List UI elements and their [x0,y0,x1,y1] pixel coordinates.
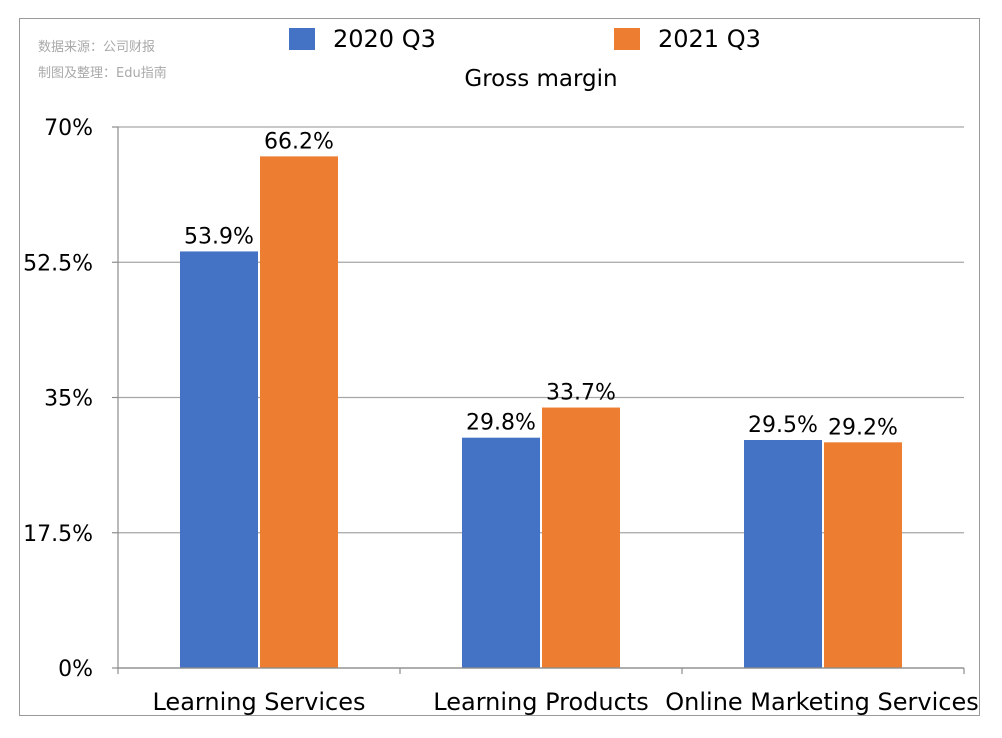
legend-label-2021: 2021 Q3 [658,25,761,53]
data-label: 29.2% [828,415,898,440]
y-tick-label: 17.5% [23,522,93,547]
credit-note: 制图及整理：Edu指南 [38,66,167,81]
legend-item-2021: 2021 Q3 [614,24,761,54]
x-tick-label: Learning Products [433,688,648,716]
bar-2021 [260,156,338,668]
y-tick-label: 52.5% [23,251,93,276]
chart-frame [19,18,980,716]
bar-2021 [542,407,620,668]
chart-title: Gross margin [464,66,618,92]
data-label: 29.8% [466,411,536,436]
y-tick-label: 70% [44,116,93,141]
bar-2020 [462,437,540,668]
legend-swatch-2020 [289,28,315,50]
bar-2020 [180,251,258,668]
data-label: 33.7% [546,381,616,406]
bar-2021 [824,442,902,668]
source-note: 数据来源：公司财报 [38,40,156,55]
bar-2020 [744,440,822,668]
data-label: 29.5% [748,413,818,438]
legend-label-2020: 2020 Q3 [333,25,436,53]
y-tick-label: 35% [44,387,93,412]
legend-swatch-2021 [614,28,640,50]
x-tick-label: Learning Services [152,688,365,716]
y-tick-label: 0% [58,657,93,682]
data-label: 66.2% [264,129,334,154]
x-tick-label: Online Marketing Services [665,688,979,716]
data-label: 53.9% [184,224,254,249]
legend-item-2020: 2020 Q3 [289,24,436,54]
